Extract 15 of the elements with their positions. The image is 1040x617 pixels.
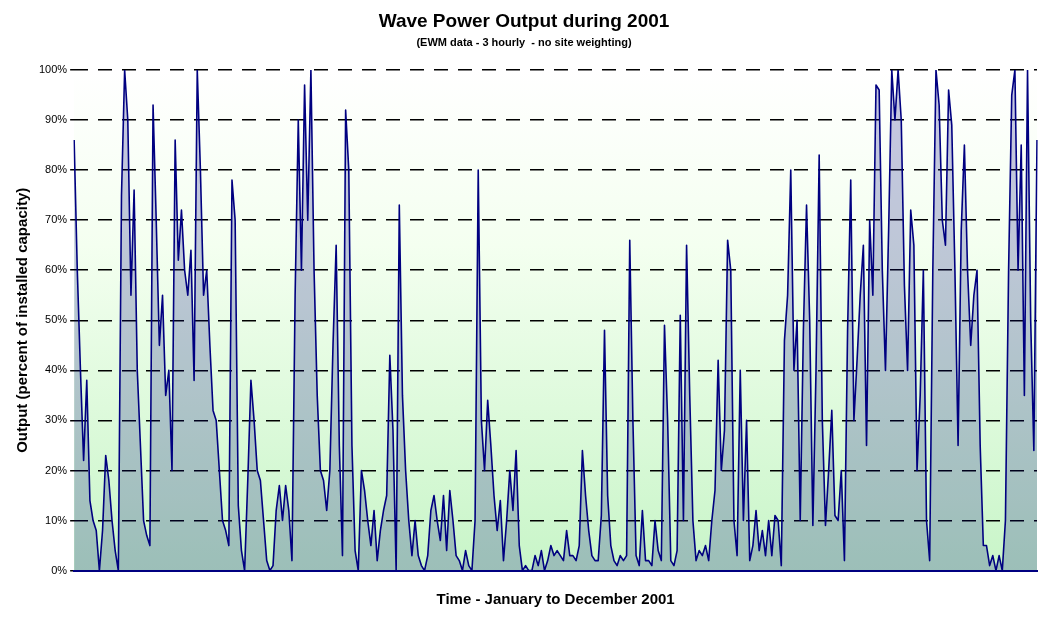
- x-axis-title: Time - January to December 2001: [436, 590, 675, 608]
- y-tick-label: 10%: [45, 513, 68, 526]
- y-tick-label: 70%: [45, 213, 68, 226]
- y-tick-label: 20%: [45, 463, 68, 476]
- y-axis-title: Output (percent of installed capacity): [13, 187, 31, 453]
- y-tick-label: 100%: [38, 63, 68, 76]
- y-tick-label: 50%: [45, 313, 68, 326]
- chart-title: Wave Power Output during 2001: [378, 9, 670, 31]
- y-tick-label: 0%: [51, 563, 68, 576]
- y-tick-label: 40%: [45, 363, 68, 376]
- y-tick-label: 80%: [45, 163, 68, 176]
- y-tick-label: 30%: [45, 413, 68, 426]
- y-tick-label: 90%: [45, 113, 68, 126]
- y-tick-label: 60%: [45, 263, 68, 276]
- chart-subtitle: (EWM data - 3 hourly - no site weighting): [416, 36, 632, 49]
